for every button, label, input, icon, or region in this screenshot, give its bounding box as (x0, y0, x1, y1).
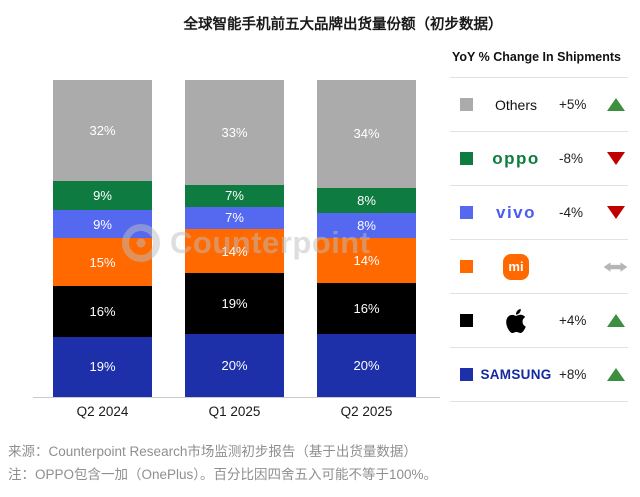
segment-oppo: 9% (53, 181, 152, 210)
segment-value-label: 9% (93, 188, 112, 204)
segment-oppo: 8% (317, 187, 416, 214)
segment-value-label: 16% (89, 303, 116, 319)
bar-q2-2025: 34% 8% 8% 14% 16% 20% (317, 80, 416, 397)
others-yoy-value: +5% (559, 97, 587, 112)
mi-logo-icon: mi (503, 253, 529, 280)
segment-oppo: 7% (185, 184, 284, 207)
segment-samsung: 20% (317, 333, 416, 397)
segment-value-label: 20% (353, 357, 380, 373)
apple-logo-icon (506, 308, 526, 333)
segment-value-label: 7% (225, 210, 244, 226)
xiaomi-swatch (460, 260, 473, 273)
segment-apple: 16% (317, 282, 416, 334)
legend-row-oppo: oppo -8% (450, 132, 628, 186)
footer-notes: 来源：Counterpoint Research市场监测初步报告（基于出货量数据… (8, 440, 437, 486)
segment-xiaomi: 15% (53, 238, 152, 287)
segment-value-label: 8% (357, 218, 376, 234)
segment-samsung: 20% (185, 333, 284, 397)
legend-row-others: Others +5% (450, 78, 628, 132)
bar-q2-2024: 32% 9% 9% 15% 16% 19% (53, 80, 152, 397)
note-line: 注：OPPO包含一加（OnePlus）。百分比因四舍五入可能不等于100%。 (8, 467, 438, 482)
segment-value-label: 15% (89, 254, 116, 270)
segment-vivo: 7% (185, 206, 284, 229)
apple-swatch (460, 314, 473, 327)
page-title: 全球智能手机前五大品牌出货量份额（初步数据） (183, 17, 503, 33)
oppo-yoy-value: -8% (559, 151, 584, 166)
legend-row-apple: +4% (450, 294, 628, 348)
down-arrow-icon (603, 152, 628, 165)
segment-value-label: 16% (353, 300, 380, 316)
legend-panel: YoY % Change In Shipments Others +5% opp… (450, 46, 628, 402)
segment-apple: 16% (53, 286, 152, 337)
x-axis-label: Q1 2025 (208, 404, 261, 419)
legend-row-samsung: SAMSUNG +8% (450, 348, 628, 402)
segment-others: 33% (185, 80, 284, 185)
up-arrow-icon (603, 368, 628, 381)
flat-arrow-icon (603, 259, 628, 275)
segment-value-label: 33% (221, 124, 248, 140)
legend-row-vivo: vivo -4% (450, 186, 628, 240)
vivo-swatch (460, 206, 473, 219)
others-label: Others (494, 96, 537, 113)
segment-value-label: 32% (89, 123, 116, 139)
segment-others: 34% (317, 80, 416, 188)
segment-value-label: 14% (353, 253, 380, 269)
x-axis-label: Q2 2025 (340, 404, 393, 419)
oppo-logo: oppo (492, 148, 540, 168)
segment-others: 32% (53, 80, 152, 182)
others-swatch (460, 98, 473, 111)
segment-xiaomi: 14% (317, 238, 416, 283)
x-axis-label: Q2 2024 (76, 404, 129, 419)
vivo-logo: vivo (495, 202, 537, 222)
apple-yoy-value: +4% (559, 313, 587, 328)
x-axis-labels: Q2 2024 Q1 2025 Q2 2025 (33, 404, 440, 419)
segment-value-label: 14% (221, 243, 248, 259)
segment-xiaomi: 14% (185, 228, 284, 274)
source-line: 来源：Counterpoint Research市场监测初步报告（基于出货量数据… (8, 444, 417, 459)
segment-value-label: 19% (221, 295, 248, 311)
samsung-swatch (460, 368, 473, 381)
legend-header: YoY % Change In Shipments (450, 46, 628, 78)
segment-value-label: 20% (221, 357, 248, 373)
bars: 32% 9% 9% 15% 16% 19% 33% 7% 7% 14% 19% 20% 34% 8% 8% 1… (33, 80, 440, 398)
legend-row-xiaomi: mi (450, 240, 628, 294)
xiaomi-logo: mi (473, 253, 559, 280)
segment-vivo: 8% (317, 213, 416, 239)
samsung-logo: SAMSUNG (480, 367, 552, 382)
up-arrow-icon (603, 98, 628, 111)
segment-apple: 19% (185, 273, 284, 334)
segment-value-label: 9% (93, 216, 112, 232)
segment-value-label: 34% (353, 126, 380, 142)
up-arrow-icon (603, 314, 628, 327)
down-arrow-icon (603, 206, 628, 219)
bar-q1-2025: 33% 7% 7% 14% 19% 20% (185, 80, 284, 397)
segment-value-label: 19% (89, 359, 116, 375)
segment-value-label: 8% (357, 192, 376, 208)
apple-logo-icon (473, 308, 559, 334)
vivo-yoy-value: -4% (559, 205, 584, 220)
segment-samsung: 19% (53, 336, 152, 397)
samsung-yoy-value: +8% (559, 367, 587, 382)
segment-vivo: 9% (53, 209, 152, 239)
segment-value-label: 7% (225, 188, 244, 204)
oppo-swatch (460, 152, 473, 165)
